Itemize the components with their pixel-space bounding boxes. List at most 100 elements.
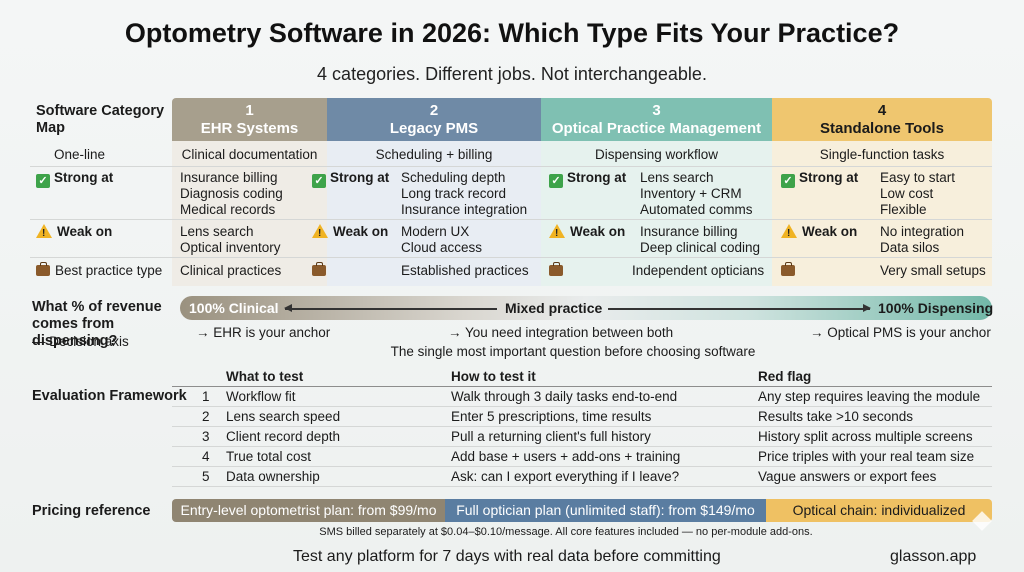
row-number: 3	[202, 429, 210, 444]
category-header-optical: 3 Optical Practice Management	[541, 98, 772, 141]
check-mark-icon: ✓	[781, 174, 795, 188]
category-number: 3	[652, 102, 661, 119]
axis-note-right: → Optical PMS is your anchor	[810, 325, 991, 340]
row-what: Lens search speed	[226, 409, 341, 424]
category-body	[327, 141, 541, 286]
briefcase-icon	[36, 262, 50, 276]
row-label-strong: ✓ Strong at	[36, 170, 113, 188]
axis-note-mid: → You need integration between both	[448, 325, 674, 340]
right-arrow-icon	[608, 305, 871, 311]
category-body	[541, 141, 772, 286]
footer-cta: Test any platform for 7 days with real d…	[293, 548, 721, 565]
warning-icon	[36, 224, 52, 242]
evaluation-table: What to test How to test it Red flag 1 W…	[172, 367, 992, 487]
page-title: Optometry Software in 2026: Which Type F…	[124, 18, 900, 48]
weak-list-standalone: No integration Data silos	[880, 224, 965, 255]
row-number: 5	[202, 469, 210, 484]
page-subtitle: 4 categories. Different jobs. Not interc…	[317, 64, 707, 84]
row-how: Ask: can I export everything if I leave?	[451, 469, 680, 484]
category-name: EHR Systems	[200, 120, 299, 137]
row-red-flag: History split across multiple screens	[758, 429, 973, 444]
row-label-strong-legacy: ✓ Strong at	[312, 170, 389, 188]
strong-list-legacy: Scheduling depth Long track record Insuran…	[401, 170, 528, 217]
row-how: Enter 5 prescriptions, time results	[451, 409, 652, 424]
axis-left-label: 100% Clinical	[189, 300, 279, 316]
row-red-flag: Vague answers or export fees	[758, 469, 937, 484]
row-label-best: Best practice type	[36, 262, 162, 279]
briefcase-icon	[312, 262, 326, 276]
table-row: 2 Lens search speed Enter 5 prescription…	[172, 407, 992, 427]
category-name: Optical Practice Management	[551, 120, 762, 137]
category-number: 1	[245, 102, 254, 119]
row-what: Client record depth	[226, 429, 341, 444]
row-label-strong-standalone: ✓ Strong at	[781, 170, 858, 188]
row-red-flag: Price triples with your real team size	[758, 449, 975, 464]
axis-question: What % of revenue comes from dispensing?	[32, 299, 162, 349]
row-red-flag: Results take >10 seconds	[758, 409, 913, 424]
brand-name: glasson.app	[890, 548, 977, 565]
pricing-entry-plan: Entry-level optometrist plan: from $99/m…	[172, 499, 445, 522]
row-label-weak-legacy: Weak on	[312, 224, 388, 242]
row-red-flag: Any step requires leaving the module	[758, 389, 981, 404]
weak-list-ehr: Lens search Optical inventory	[180, 224, 281, 255]
axis-mid-label: Mixed practice	[505, 300, 603, 316]
pricing-note: SMS billed separately at $0.04–$0.10/mes…	[319, 526, 813, 538]
category-column-optical: 3 Optical Practice Management	[541, 98, 772, 286]
row-label-weak-optical: Weak on	[549, 224, 625, 242]
table-row: 4 True total cost Add base + users + add…	[172, 447, 992, 467]
pricing-chain-plan: Optical chain: individualized	[766, 499, 992, 522]
category-column-standalone: 4 Standalone Tools	[772, 98, 992, 286]
row-number: 4	[202, 449, 210, 464]
category-header-ehr: 1 EHR Systems	[172, 98, 327, 141]
row-how: Add base + users + add-ons + training	[451, 449, 681, 464]
axis-subtitle: — Decision axis	[32, 334, 129, 349]
pricing-label: Pricing reference	[32, 503, 151, 519]
category-number: 4	[877, 102, 887, 119]
category-name: Standalone Tools	[820, 120, 944, 137]
row-how: Pull a returning client's full history	[451, 429, 651, 444]
check-mark-icon: ✓	[549, 174, 563, 188]
category-column-ehr: 1 EHR Systems	[172, 98, 327, 286]
table-row: 5 Data ownership Ask: can I export every…	[172, 467, 992, 487]
category-number: 2	[429, 102, 439, 119]
category-map-label: Software Category Map	[36, 103, 165, 136]
oneline-ehr: Clinical documentation	[181, 147, 318, 162]
row-what: Workflow fit	[226, 389, 296, 404]
category-header-standalone: 4 Standalone Tools	[772, 98, 992, 141]
oneline-standalone: Single-function tasks	[819, 147, 945, 162]
briefcase-icon	[549, 262, 563, 276]
row-label-weak: Weak on	[36, 224, 112, 242]
table-header-row: What to test How to test it Red flag	[172, 367, 992, 387]
row-label-weak-standalone: Weak on	[781, 224, 857, 242]
row-how: Walk through 3 daily tasks end-to-end	[451, 389, 678, 404]
row-label-strong-optical: ✓ Strong at	[549, 170, 626, 188]
check-mark-icon: ✓	[36, 174, 50, 188]
oneline-optical: Dispensing workflow	[594, 147, 719, 162]
category-body	[172, 141, 327, 286]
row-what: Data ownership	[226, 469, 320, 484]
strong-list-ehr: Insurance billing Diagnosis coding Medical…	[180, 170, 283, 217]
best-legacy: Established practices	[401, 263, 529, 278]
row-number: 1	[202, 389, 210, 404]
strong-list-standalone: Easy to start Low cost Flexible	[880, 170, 956, 217]
row-label-oneline: One-line	[54, 147, 106, 162]
best-optical: Independent opticians	[632, 263, 765, 278]
row-number: 2	[202, 409, 210, 424]
warning-icon	[312, 224, 328, 242]
axis-note-left: → EHR is your anchor	[196, 325, 331, 340]
category-column-legacy: 2 Legacy PMS	[327, 98, 541, 286]
row-divider	[30, 219, 992, 220]
category-name: Legacy PMS	[389, 120, 479, 137]
check-mark-icon: ✓	[312, 174, 326, 188]
category-header-legacy: 2 Legacy PMS	[327, 98, 541, 141]
weak-list-legacy: Modern UX Cloud access	[401, 224, 483, 255]
category-body	[772, 141, 992, 286]
axis-right-label: 100% Dispensing	[878, 300, 994, 316]
pricing-full-plan: Full optician plan (unlimited staff): fr…	[445, 499, 766, 522]
strong-list-optical: Lens search Inventory + CRM Automated comm…	[640, 170, 753, 217]
column-header-red: Red flag	[758, 369, 812, 384]
evaluation-label: Evaluation Framework	[32, 388, 187, 404]
warning-icon	[549, 224, 565, 242]
weak-list-optical: Insurance billing Deep clinical coding	[640, 224, 761, 255]
best-ehr: Clinical practices	[180, 263, 282, 278]
